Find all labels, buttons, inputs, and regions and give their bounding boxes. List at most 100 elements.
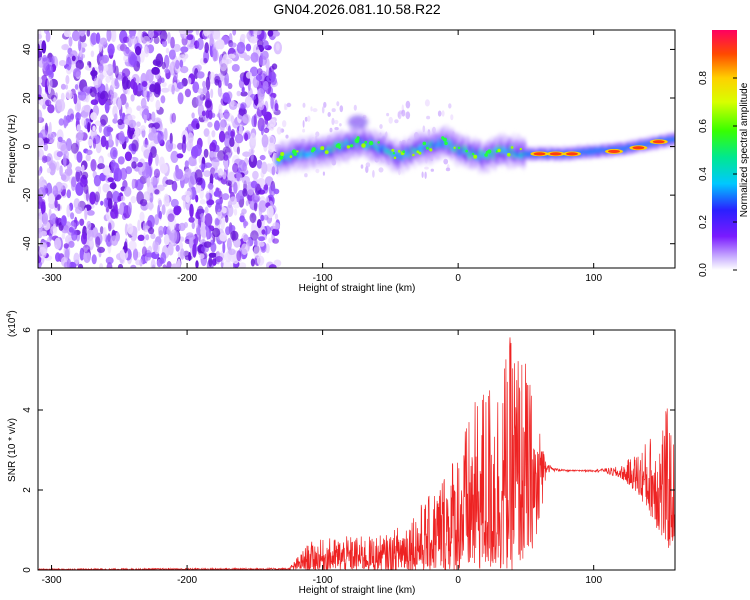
noise-speckle	[254, 239, 258, 248]
noise-speckle	[250, 258, 255, 267]
noise-speckle	[205, 109, 210, 119]
colorbar-tick-label: 0.4	[698, 167, 709, 181]
track-hotspot	[397, 149, 401, 153]
noise-speckle	[159, 257, 165, 265]
noise-speckle	[180, 46, 189, 53]
track-hotspot	[429, 148, 433, 152]
noise-speckle	[137, 219, 141, 232]
noise-speckle	[236, 41, 246, 54]
noise-speckle	[109, 84, 114, 96]
track-hotspot	[471, 152, 475, 156]
noise-speckle	[71, 55, 76, 62]
noise-speckle	[260, 125, 264, 136]
noise-speckle	[207, 121, 213, 128]
noise-speckle	[253, 113, 257, 128]
track-hotspot	[338, 146, 342, 150]
noise-speckle	[249, 36, 258, 44]
noise-speckle	[185, 194, 190, 203]
noise-speckle	[99, 37, 108, 45]
noise-speckle	[242, 113, 251, 124]
noise-speckle	[219, 119, 225, 133]
noise-speckle	[312, 108, 318, 113]
noise-speckle	[77, 90, 87, 101]
noise-speckle	[170, 36, 175, 49]
noise-speckle	[271, 166, 276, 176]
noise-speckle	[192, 243, 197, 258]
noise-speckle	[75, 170, 81, 182]
noise-speckle	[252, 170, 259, 180]
noise-speckle	[85, 153, 91, 162]
noise-speckle	[112, 149, 117, 158]
noise-speckle	[271, 30, 281, 37]
noise-speckle	[148, 30, 155, 38]
noise-speckle	[92, 137, 97, 149]
noise-speckle	[228, 186, 232, 194]
noise-speckle	[117, 156, 125, 165]
noise-speckle	[275, 43, 280, 51]
noise-speckle	[106, 30, 112, 42]
noise-speckle	[38, 219, 43, 229]
noise-speckle	[266, 135, 275, 147]
noise-speckle	[302, 120, 305, 128]
noise-speckle	[76, 151, 83, 163]
noise-speckle	[261, 229, 266, 235]
noise-speckle	[236, 90, 241, 97]
noise-speckle	[430, 168, 434, 172]
noise-speckle	[143, 232, 147, 246]
noise-speckle	[55, 216, 59, 227]
noise-speckle	[258, 98, 265, 111]
noise-speckle	[47, 104, 55, 114]
noise-speckle	[251, 194, 261, 203]
noise-speckle	[238, 262, 247, 268]
noise-speckle	[86, 30, 91, 37]
noise-speckle	[405, 100, 411, 109]
noise-speckle	[129, 53, 138, 67]
track-hotspot	[422, 141, 427, 146]
noise-speckle	[59, 182, 68, 190]
noise-speckle	[202, 229, 206, 241]
noise-speckle	[168, 49, 176, 60]
snr-x-tick-label: 100	[585, 575, 602, 586]
noise-speckle	[232, 262, 239, 268]
noise-speckle	[56, 151, 63, 158]
noise-speckle	[253, 30, 262, 36]
noise-speckle	[69, 261, 77, 268]
noise-speckle	[158, 225, 164, 236]
noise-speckle	[175, 168, 184, 180]
noise-speckle	[222, 92, 230, 103]
noise-speckle	[250, 230, 259, 241]
noise-speckle	[203, 57, 208, 64]
track-hotspot	[320, 146, 325, 151]
noise-speckle	[75, 166, 82, 173]
noise-speckle	[267, 30, 274, 37]
noise-speckle	[188, 175, 195, 189]
noise-speckle	[272, 222, 280, 230]
noise-speckle	[85, 189, 89, 202]
noise-speckle	[203, 148, 209, 158]
noise-speckle	[146, 202, 154, 210]
spectrogram-x-tick-label: -300	[42, 273, 62, 284]
spectrogram-frame	[37, 29, 676, 269]
noise-speckle	[110, 93, 118, 105]
noise-speckle	[95, 120, 101, 126]
noise-speckle	[175, 59, 180, 70]
noise-speckle	[205, 191, 210, 201]
noise-speckle	[47, 133, 54, 140]
noise-speckle	[130, 94, 135, 102]
noise-speckle	[170, 263, 179, 268]
noise-speckle	[272, 238, 280, 244]
noise-speckle	[71, 230, 78, 241]
track-hotspot	[444, 141, 448, 146]
noise-speckle	[92, 227, 99, 238]
noise-speckle	[304, 173, 308, 178]
noise-speckle	[222, 193, 230, 201]
track-hotspot	[354, 138, 360, 144]
noise-speckle	[222, 171, 227, 180]
noise-speckle	[164, 68, 170, 74]
noise-speckle	[266, 205, 274, 219]
track-hotspot	[289, 155, 293, 159]
noise-speckle	[135, 259, 141, 266]
noise-speckle	[78, 129, 84, 140]
noise-speckle	[178, 30, 187, 35]
noise-speckle	[74, 103, 81, 112]
